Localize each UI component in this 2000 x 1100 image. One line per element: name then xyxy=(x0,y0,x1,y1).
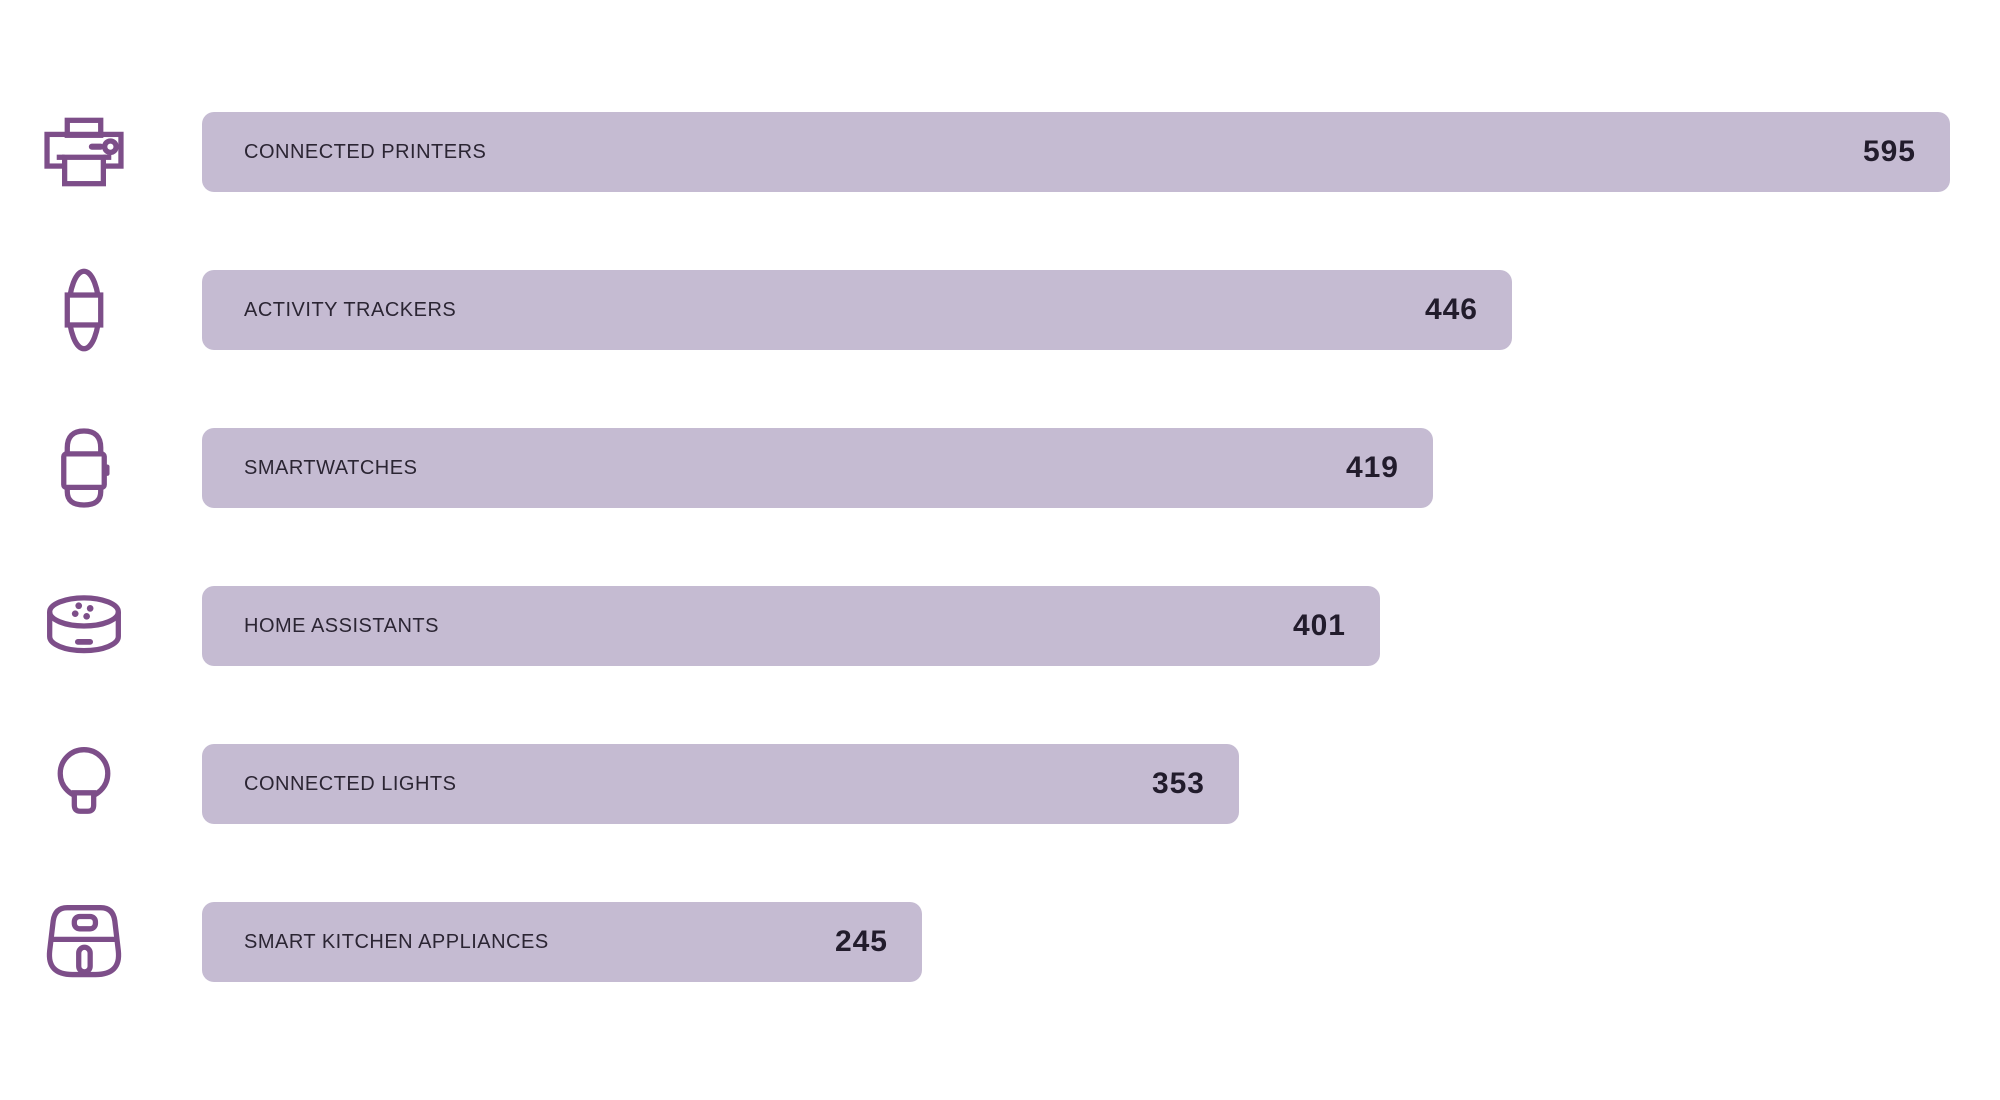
bar-label: SMARTWATCHES xyxy=(244,456,418,479)
printer-icon xyxy=(44,117,124,187)
icon-cell xyxy=(0,266,202,354)
chart-row: HOME ASSISTANTS 401 xyxy=(0,586,2000,666)
bar: SMART KITCHEN APPLIANCES 245 xyxy=(202,902,922,982)
chart-row: CONNECTED LIGHTS 353 xyxy=(0,744,2000,824)
icon-cell xyxy=(0,424,202,512)
chart-row: SMARTWATCHES 419 xyxy=(0,428,2000,508)
chart-row: SMART KITCHEN APPLIANCES 245 xyxy=(0,902,2000,982)
air-fryer-icon xyxy=(46,905,122,978)
bar-chart: CONNECTED PRINTERS 595 ACTIVITY TRACKERS… xyxy=(0,112,2000,1060)
icon-cell xyxy=(0,898,202,986)
bar-label: CONNECTED PRINTERS xyxy=(244,140,487,163)
smart-speaker-icon xyxy=(47,595,121,654)
bar-label: ACTIVITY TRACKERS xyxy=(244,298,457,321)
bar-value: 419 xyxy=(1345,451,1399,484)
bar-value: 353 xyxy=(1151,767,1205,800)
bar-label: CONNECTED LIGHTS xyxy=(244,772,457,795)
smartwatch-icon xyxy=(61,428,110,508)
chart-row: ACTIVITY TRACKERS 446 xyxy=(0,268,2000,352)
light-bulb-icon xyxy=(57,747,111,814)
bar: CONNECTED PRINTERS 595 xyxy=(202,112,1950,192)
bar-label: SMART KITCHEN APPLIANCES xyxy=(244,930,549,953)
icon-cell xyxy=(0,740,202,828)
bar: SMARTWATCHES 419 xyxy=(202,428,1433,508)
bar: ACTIVITY TRACKERS 446 xyxy=(202,270,1512,350)
bar-value: 401 xyxy=(1292,609,1346,642)
icon-cell xyxy=(0,582,202,670)
icon-cell xyxy=(0,108,202,196)
bar-value: 245 xyxy=(834,925,888,958)
bar: CONNECTED LIGHTS 353 xyxy=(202,744,1239,824)
fitness-tracker-icon xyxy=(64,268,104,352)
chart-row: CONNECTED PRINTERS 595 xyxy=(0,112,2000,192)
bar-value: 595 xyxy=(1862,135,1916,168)
bar-value: 446 xyxy=(1424,293,1478,326)
bar: HOME ASSISTANTS 401 xyxy=(202,586,1380,666)
bar-label: HOME ASSISTANTS xyxy=(244,614,439,637)
